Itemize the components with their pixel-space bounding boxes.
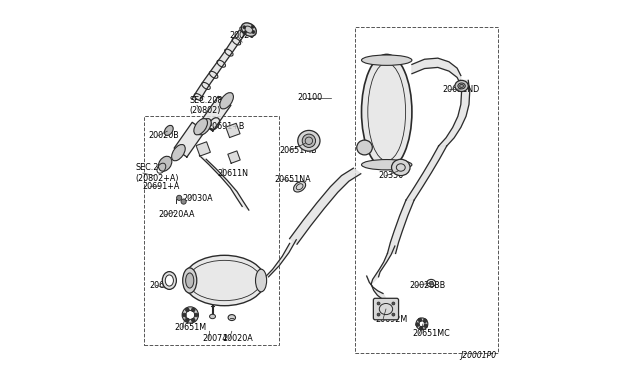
Ellipse shape	[392, 302, 395, 305]
Ellipse shape	[252, 31, 255, 33]
Ellipse shape	[184, 255, 265, 306]
Text: 20074: 20074	[202, 334, 227, 343]
Text: 20020AA: 20020AA	[158, 211, 195, 219]
Ellipse shape	[164, 125, 173, 135]
Ellipse shape	[220, 93, 234, 109]
Ellipse shape	[416, 318, 428, 330]
Polygon shape	[387, 200, 414, 253]
Bar	[144, 116, 279, 345]
Text: 20651ND: 20651ND	[442, 85, 479, 94]
Bar	[355, 27, 498, 353]
Ellipse shape	[423, 319, 427, 323]
Ellipse shape	[362, 160, 412, 170]
Text: 20651M: 20651M	[174, 323, 207, 332]
FancyBboxPatch shape	[373, 298, 399, 320]
Ellipse shape	[186, 311, 195, 320]
Text: 20100: 20100	[298, 93, 323, 102]
Polygon shape	[367, 276, 387, 302]
Text: 20651MC: 20651MC	[412, 329, 450, 338]
Ellipse shape	[424, 324, 428, 328]
Text: 20695: 20695	[150, 281, 175, 290]
Ellipse shape	[195, 313, 198, 317]
Ellipse shape	[243, 26, 246, 29]
Ellipse shape	[419, 326, 423, 330]
Text: 20030A: 20030A	[182, 194, 212, 203]
Ellipse shape	[415, 323, 419, 326]
Polygon shape	[200, 96, 231, 131]
Text: 20020: 20020	[229, 31, 255, 41]
Ellipse shape	[455, 80, 468, 92]
Ellipse shape	[356, 140, 372, 155]
Ellipse shape	[419, 321, 425, 327]
Polygon shape	[174, 122, 205, 157]
Ellipse shape	[191, 308, 195, 312]
Polygon shape	[192, 31, 248, 99]
Text: 20651NA: 20651NA	[275, 175, 312, 184]
Ellipse shape	[198, 119, 211, 135]
Ellipse shape	[194, 119, 207, 135]
Ellipse shape	[251, 25, 254, 28]
Ellipse shape	[418, 318, 422, 322]
Ellipse shape	[294, 182, 306, 192]
Text: 20651MB: 20651MB	[279, 146, 317, 155]
Ellipse shape	[392, 159, 410, 176]
Ellipse shape	[377, 302, 380, 305]
Ellipse shape	[186, 273, 194, 288]
Polygon shape	[196, 142, 211, 156]
Polygon shape	[226, 123, 240, 138]
Ellipse shape	[244, 31, 246, 34]
Polygon shape	[438, 80, 470, 146]
Ellipse shape	[429, 281, 433, 285]
Ellipse shape	[298, 131, 320, 151]
Ellipse shape	[158, 156, 172, 171]
Ellipse shape	[181, 199, 186, 204]
Polygon shape	[290, 168, 361, 244]
Ellipse shape	[362, 54, 412, 169]
Ellipse shape	[186, 318, 189, 322]
Ellipse shape	[209, 314, 216, 319]
Ellipse shape	[186, 308, 189, 312]
Text: 20692M: 20692M	[376, 315, 408, 324]
Text: 20020BB: 20020BB	[409, 281, 445, 290]
Polygon shape	[406, 146, 447, 200]
Ellipse shape	[182, 268, 196, 293]
Ellipse shape	[163, 272, 177, 289]
Ellipse shape	[182, 307, 198, 323]
Text: 20350: 20350	[378, 171, 404, 180]
Text: 20020B: 20020B	[148, 131, 180, 141]
Polygon shape	[412, 58, 461, 85]
Ellipse shape	[241, 23, 257, 36]
Ellipse shape	[458, 83, 465, 89]
Ellipse shape	[392, 313, 395, 316]
Text: 20611N: 20611N	[217, 169, 248, 177]
Ellipse shape	[182, 313, 186, 317]
Ellipse shape	[255, 269, 267, 292]
Polygon shape	[262, 240, 296, 280]
Text: J20001P0: J20001P0	[460, 351, 496, 360]
Ellipse shape	[377, 313, 380, 316]
Text: SEC.208
(20802+A): SEC.208 (20802+A)	[136, 163, 179, 183]
Polygon shape	[228, 151, 240, 163]
Ellipse shape	[362, 55, 412, 65]
Text: 20020A: 20020A	[222, 334, 253, 343]
Ellipse shape	[165, 275, 173, 286]
Ellipse shape	[172, 144, 185, 161]
Polygon shape	[371, 246, 395, 284]
Ellipse shape	[191, 318, 195, 322]
Polygon shape	[200, 155, 249, 210]
Ellipse shape	[228, 315, 236, 321]
Text: SEC.208
(20802): SEC.208 (20802)	[189, 96, 223, 115]
Ellipse shape	[177, 195, 182, 201]
Ellipse shape	[302, 134, 316, 147]
Text: 20691+B: 20691+B	[207, 122, 244, 131]
Text: 20691+A: 20691+A	[143, 182, 180, 191]
